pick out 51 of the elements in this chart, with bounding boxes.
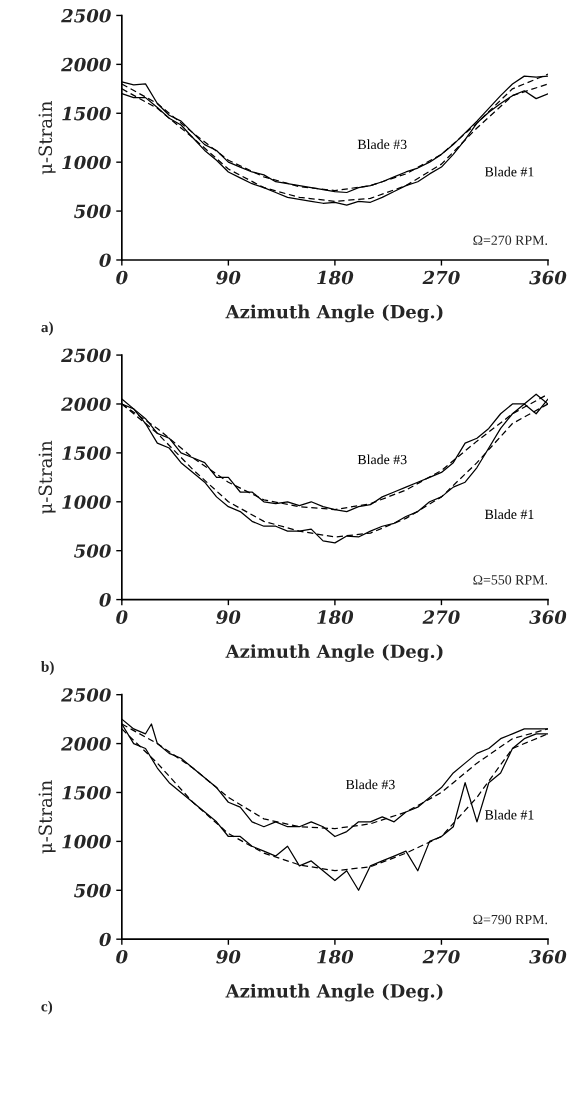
y-tick-label: 0 xyxy=(99,253,111,268)
x-tick-label: 270 xyxy=(422,949,460,964)
y-tick-label: 1000 xyxy=(62,495,111,509)
x-tick-label: 0 xyxy=(116,270,128,285)
y-tick-label: 2500 xyxy=(61,688,111,702)
series-label: Blade #3 xyxy=(357,454,407,465)
y-tick-label: 500 xyxy=(74,544,111,558)
x-tick-label: 90 xyxy=(216,270,241,285)
y-tick-label: 0 xyxy=(99,593,111,607)
x-tick-label: 180 xyxy=(317,610,354,624)
text: b) xyxy=(41,661,54,675)
x-tick-label: 0 xyxy=(116,610,128,624)
x-axis-title: Azimuth Angle (Deg.) xyxy=(225,983,443,1002)
y-tick-label: 2000 xyxy=(61,737,111,751)
y-tick-label: 1500 xyxy=(62,785,111,800)
y-tick-label: 1000 xyxy=(62,834,111,849)
series-label: Blade #3 xyxy=(345,779,395,790)
y-tick-label: 500 xyxy=(74,883,111,898)
x-tick-label: 360 xyxy=(529,270,567,285)
annotation: Ω=790 RPM. xyxy=(473,914,548,925)
x-axis-title: Azimuth Angle (Deg.) xyxy=(225,304,443,323)
x-tick-label: 180 xyxy=(317,270,354,285)
series-label: Blade #3 xyxy=(357,139,407,150)
text: c) xyxy=(41,1000,53,1015)
y-tick-label: 2500 xyxy=(61,348,111,363)
x-tick-label: 90 xyxy=(216,949,241,964)
series-label: Blade #1 xyxy=(484,809,534,820)
annotation: Ω=270 RPM. xyxy=(473,235,548,245)
y-axis-title: μ-Strain xyxy=(38,101,56,175)
text: Blade #1 xyxy=(484,509,534,520)
y-tick-label: 2500 xyxy=(61,8,111,23)
y-tick-label: 1500 xyxy=(62,446,111,460)
annotation: Ω=550 RPM. xyxy=(473,575,548,585)
y-tick-label: 0 xyxy=(99,932,111,947)
y-tick-label: 1500 xyxy=(62,106,111,121)
x-axis-title: Azimuth Angle (Deg.) xyxy=(225,644,443,662)
y-axis-title: μ-Strain xyxy=(38,440,56,514)
y-tick-label: 500 xyxy=(74,204,111,219)
x-tick-label: 90 xyxy=(216,610,241,624)
y-tick-label: 2000 xyxy=(61,397,111,412)
text: a) xyxy=(41,321,53,336)
x-tick-label: 0 xyxy=(116,949,128,964)
text: Blade #1 xyxy=(484,166,534,177)
x-tick-label: 360 xyxy=(529,610,567,624)
y-tick-label: 2000 xyxy=(61,57,111,72)
x-tick-label: 270 xyxy=(422,270,460,285)
x-tick-label: 180 xyxy=(317,949,354,964)
x-tick-label: 360 xyxy=(529,949,567,964)
y-tick-label: 1000 xyxy=(62,155,111,170)
x-tick-label: 270 xyxy=(422,610,460,624)
y-axis-title: μ-Strain xyxy=(38,780,56,854)
